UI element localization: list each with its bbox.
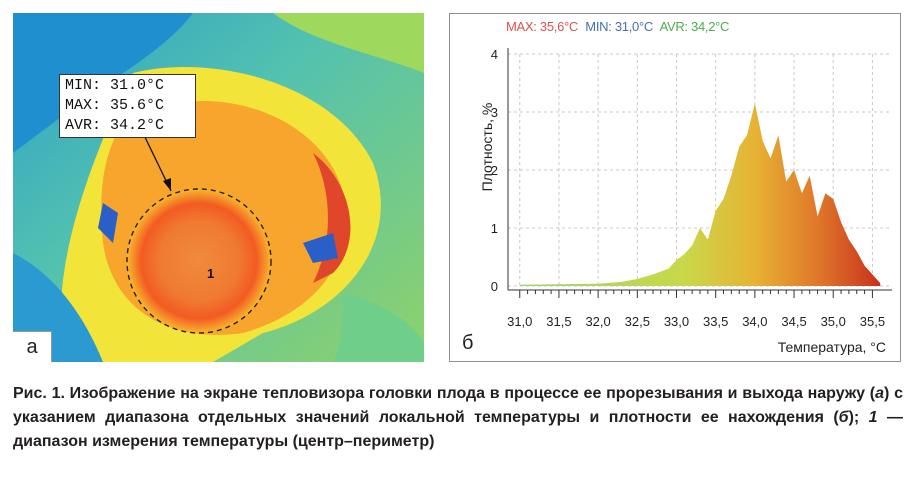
y-axis-title: Плотность, % [479,102,495,192]
x-axis-title: Температура, °C [777,339,886,355]
figure-caption: Рис. 1. Изображение на экране тепловизор… [13,382,903,454]
x-tick-label: 35,5 [860,314,885,329]
stat-max: MAX: 35,6°C [506,19,578,34]
y-tick-label: 1 [491,221,498,236]
region-label: 1 [207,266,215,281]
series-area [519,103,881,286]
x-tick-label: 32,0 [585,314,610,329]
caption-tail: — диапазон измерения температуры (центр–… [13,409,904,450]
x-tick-label: 31,0 [507,314,532,329]
caption-mid1: ) с указанием диапазона отдельных значен… [13,385,903,426]
caption-ref-a: а [875,385,885,402]
caption-lead: Рис. 1. Изображение на экране тепловизор… [13,385,876,402]
thermal-image [13,13,424,362]
panel-a-letter: a [13,331,52,362]
caption-ref-1: 1 [868,409,878,426]
caption-mid2: ); [848,409,869,426]
readout-max: MAX: 35.6°C [65,97,165,114]
x-tick-label: 34,5 [781,314,806,329]
y-tick-label: 3 [491,105,498,120]
y-tick-label: 2 [491,163,498,178]
stat-avr: AVR: 34,2°C [659,19,730,34]
x-tick-label: 31,5 [546,314,571,329]
thermal-image-panel: MIN: 31.0°C MAX: 35.6°C AVR: 34.2°C 1 a [13,13,424,362]
readout-min: MIN: 31.0°C [65,77,165,94]
x-tick-label: 33,5 [703,314,728,329]
panel-b-letter: б [462,332,474,354]
x-tick-label: 32,5 [625,314,650,329]
caption-ref-b: б [838,409,849,426]
histogram-chart: 0 1 2 3 4 31,0 31,5 32,0 32,5 33,0 33,5 34,0 34,5 35,… [491,47,892,329]
temperature-readout: MIN: 31.0°C MAX: 35.6°C AVR: 34.2°C [59,74,196,138]
y-tick-label: 4 [491,47,498,62]
x-tick-label: 34,0 [742,314,767,329]
stat-min: MIN: 31,0°C [585,19,653,34]
y-tick-label: 0 [491,279,498,294]
readout-avr: AVR: 34.2°C [65,117,165,134]
x-tick-label: 33,0 [664,314,689,329]
x-tick-label: 35,0 [821,314,846,329]
histogram-panel: MAX: 35,6°C MIN: 31,0°C AVR: 34,2°C 0 1 2 3… [449,13,901,362]
histogram-stats: MAX: 35,6°C MIN: 31,0°C AVR: 34,2°C [506,19,733,34]
